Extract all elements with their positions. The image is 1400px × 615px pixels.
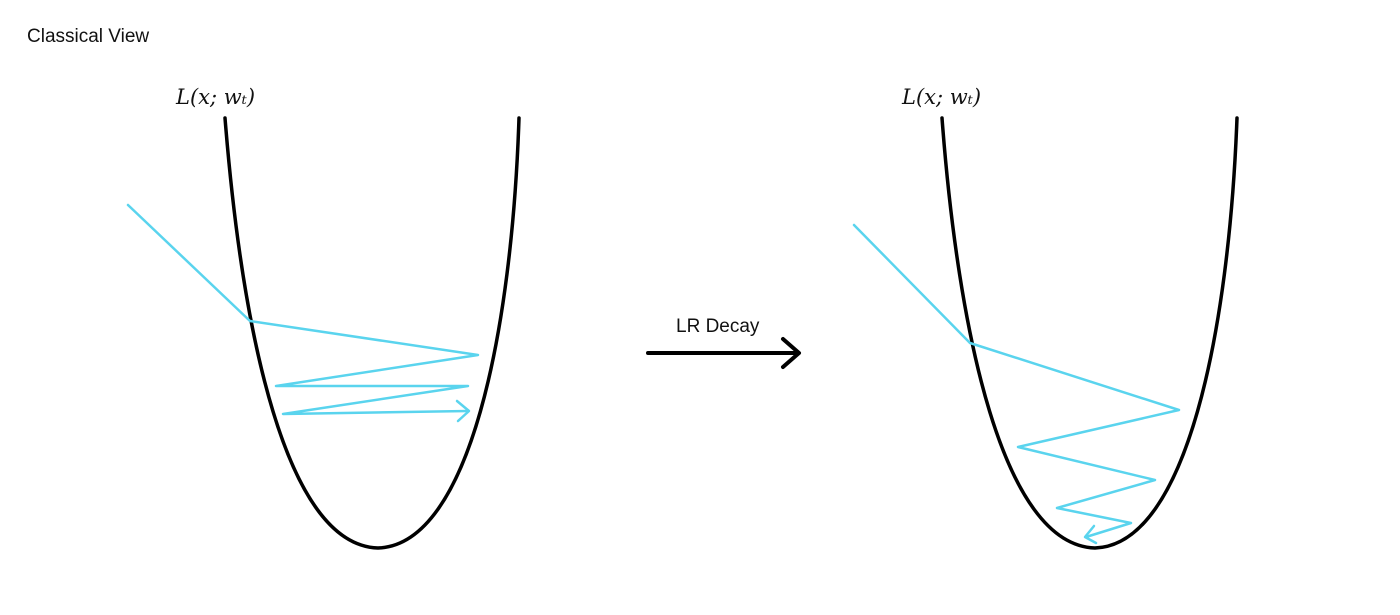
diagram-title: Classical View bbox=[27, 26, 150, 47]
left-loss-curve bbox=[223, 116, 521, 550]
lr-decay-arrow-head bbox=[781, 337, 801, 369]
lr-decay-label: LR Decay bbox=[676, 316, 760, 337]
lr-decay-transition: LR Decay bbox=[646, 316, 801, 369]
left-panel: L(x; wₜ) bbox=[126, 85, 521, 550]
left-function-label: L(x; wₜ) bbox=[175, 85, 255, 109]
left-trajectory-arrowhead bbox=[455, 399, 471, 423]
left-sgd-trajectory bbox=[126, 203, 480, 416]
right-trajectory-arrowhead bbox=[1083, 524, 1098, 545]
right-loss-curve bbox=[940, 116, 1239, 550]
right-panel: L(x; wₜ) bbox=[852, 85, 1239, 550]
right-sgd-trajectory bbox=[852, 223, 1181, 539]
right-function-label: L(x; wₜ) bbox=[901, 85, 981, 109]
